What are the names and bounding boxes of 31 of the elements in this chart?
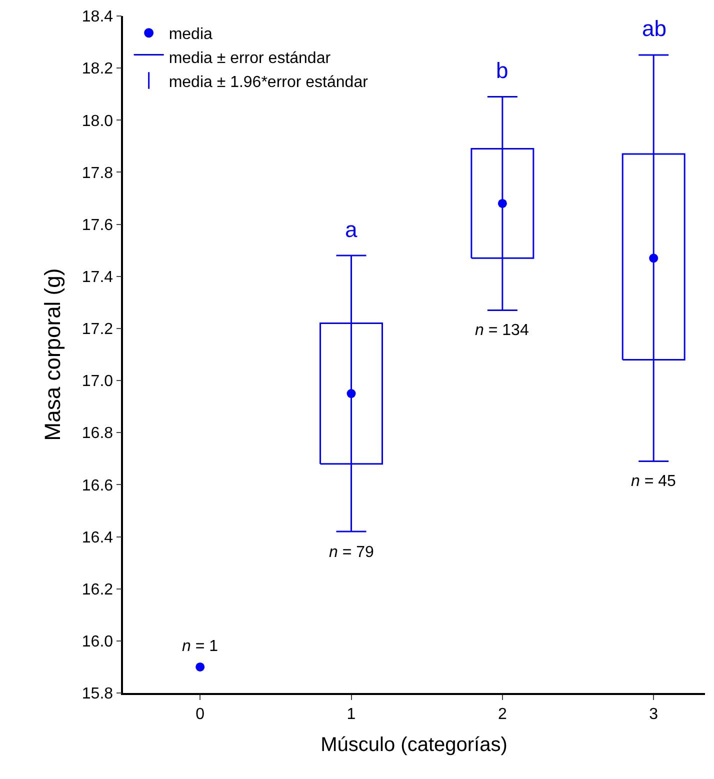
y-tick-label: 16.0: [82, 634, 114, 651]
annotation: b: [496, 58, 508, 83]
legend-label: media ± 1.96*error estándar: [168, 74, 369, 91]
y-tick-label: 16.4: [82, 529, 114, 546]
annotation: a: [345, 217, 358, 242]
y-tick-label: 18.0: [82, 112, 114, 130]
y-tick-label: 16.2: [82, 581, 114, 598]
y-tick-label: 17.0: [82, 373, 114, 390]
y-tick-label: 17.4: [82, 268, 114, 286]
y-tick-label: 16.6: [82, 477, 114, 494]
legend-label: media: [168, 26, 212, 44]
y-tick-label: 16.8: [82, 425, 114, 442]
x-tick-label: 1: [346, 706, 356, 723]
y-tick-label: 18.2: [82, 60, 114, 78]
x-tick-label: 3: [649, 706, 658, 723]
y-tick-label: 17.6: [82, 216, 114, 234]
annotation: n = 1: [182, 638, 218, 655]
annotation: n = 45: [631, 473, 676, 490]
y-tick-label: 15.8: [82, 686, 114, 703]
point: [196, 662, 205, 672]
y-tick-label: 17.2: [82, 321, 114, 338]
legend-label: media ± error estándar: [168, 50, 332, 67]
x-tick-label: 2: [498, 706, 507, 723]
y-tick-label: 18.4: [82, 8, 114, 26]
y-tick-label: 17.8: [82, 164, 114, 182]
annotation: n = 134: [475, 322, 529, 339]
x-axis-title: Músculo (categorías): [320, 734, 508, 756]
annotation: ab: [642, 16, 666, 41]
annotation: n = 79: [329, 544, 374, 561]
y-axis-title: Masa corporal (g): [40, 268, 66, 441]
x-tick-label: 0: [196, 706, 205, 723]
